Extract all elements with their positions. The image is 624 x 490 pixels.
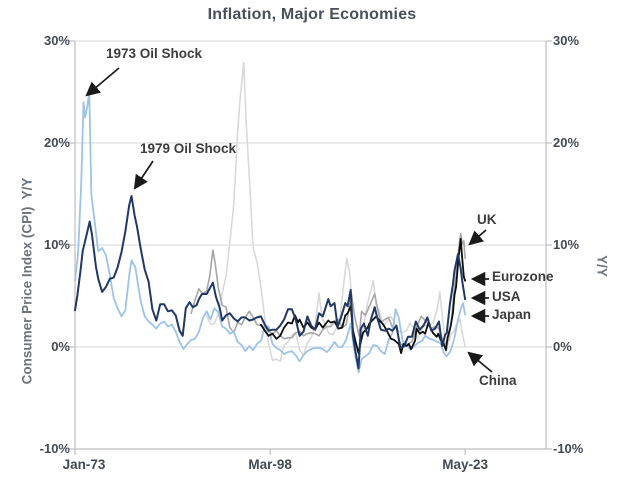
- y-axis-tick-label-right: -10%: [553, 441, 584, 456]
- y-axis-tick-label-left: 0%: [51, 339, 70, 354]
- series-label-uk: UK: [477, 212, 497, 227]
- arrow-china: [467, 351, 493, 373]
- x-axis-tick-label: Jan-73: [62, 457, 106, 472]
- arrow-1973-oil-shock: [85, 67, 120, 97]
- x-axis-tick-label: May-23: [442, 457, 488, 472]
- series-label-japan: Japan: [492, 307, 532, 322]
- arrow-uk: [468, 229, 487, 246]
- y-axis-tick-label-left: 20%: [43, 135, 70, 150]
- chart-title: Inflation, Major Economies: [207, 6, 417, 23]
- series-line-china: [205, 61, 466, 367]
- y-axis-tick-label-right: 20%: [553, 135, 580, 150]
- y-axis-tick-label-right: 0%: [553, 339, 572, 354]
- grid-layer: [69, 40, 552, 455]
- series-label-eurozone: Eurozone: [492, 269, 554, 284]
- y-axis-tick-label-left: -10%: [39, 441, 70, 456]
- series-label-usa: USA: [492, 289, 521, 304]
- y-axis-title-right: Y/Y: [594, 255, 610, 277]
- annotation-arrows: [85, 67, 493, 373]
- arrow-1979-oil-shock: [133, 160, 154, 190]
- x-axis-tick-label: Mar-98: [248, 457, 292, 472]
- annotation-1973-oil-shock: 1973 Oil Shock: [106, 46, 203, 61]
- annotation-1979-oil-shock: 1979 Oil Shock: [140, 141, 237, 156]
- y-axis-tick-label-left: 30%: [43, 33, 70, 48]
- series-line-usa: [74, 195, 467, 370]
- y-axis-tick-label-right: 10%: [553, 237, 580, 252]
- y-axis-tick-label-left: 10%: [43, 237, 70, 252]
- y-axis-tick-label-right: 30%: [553, 33, 580, 48]
- y-axis-title-left: Consumer Price Index (CPI) Y/Y: [19, 177, 35, 385]
- series-label-china: China: [479, 373, 517, 388]
- series-layer: [74, 61, 467, 374]
